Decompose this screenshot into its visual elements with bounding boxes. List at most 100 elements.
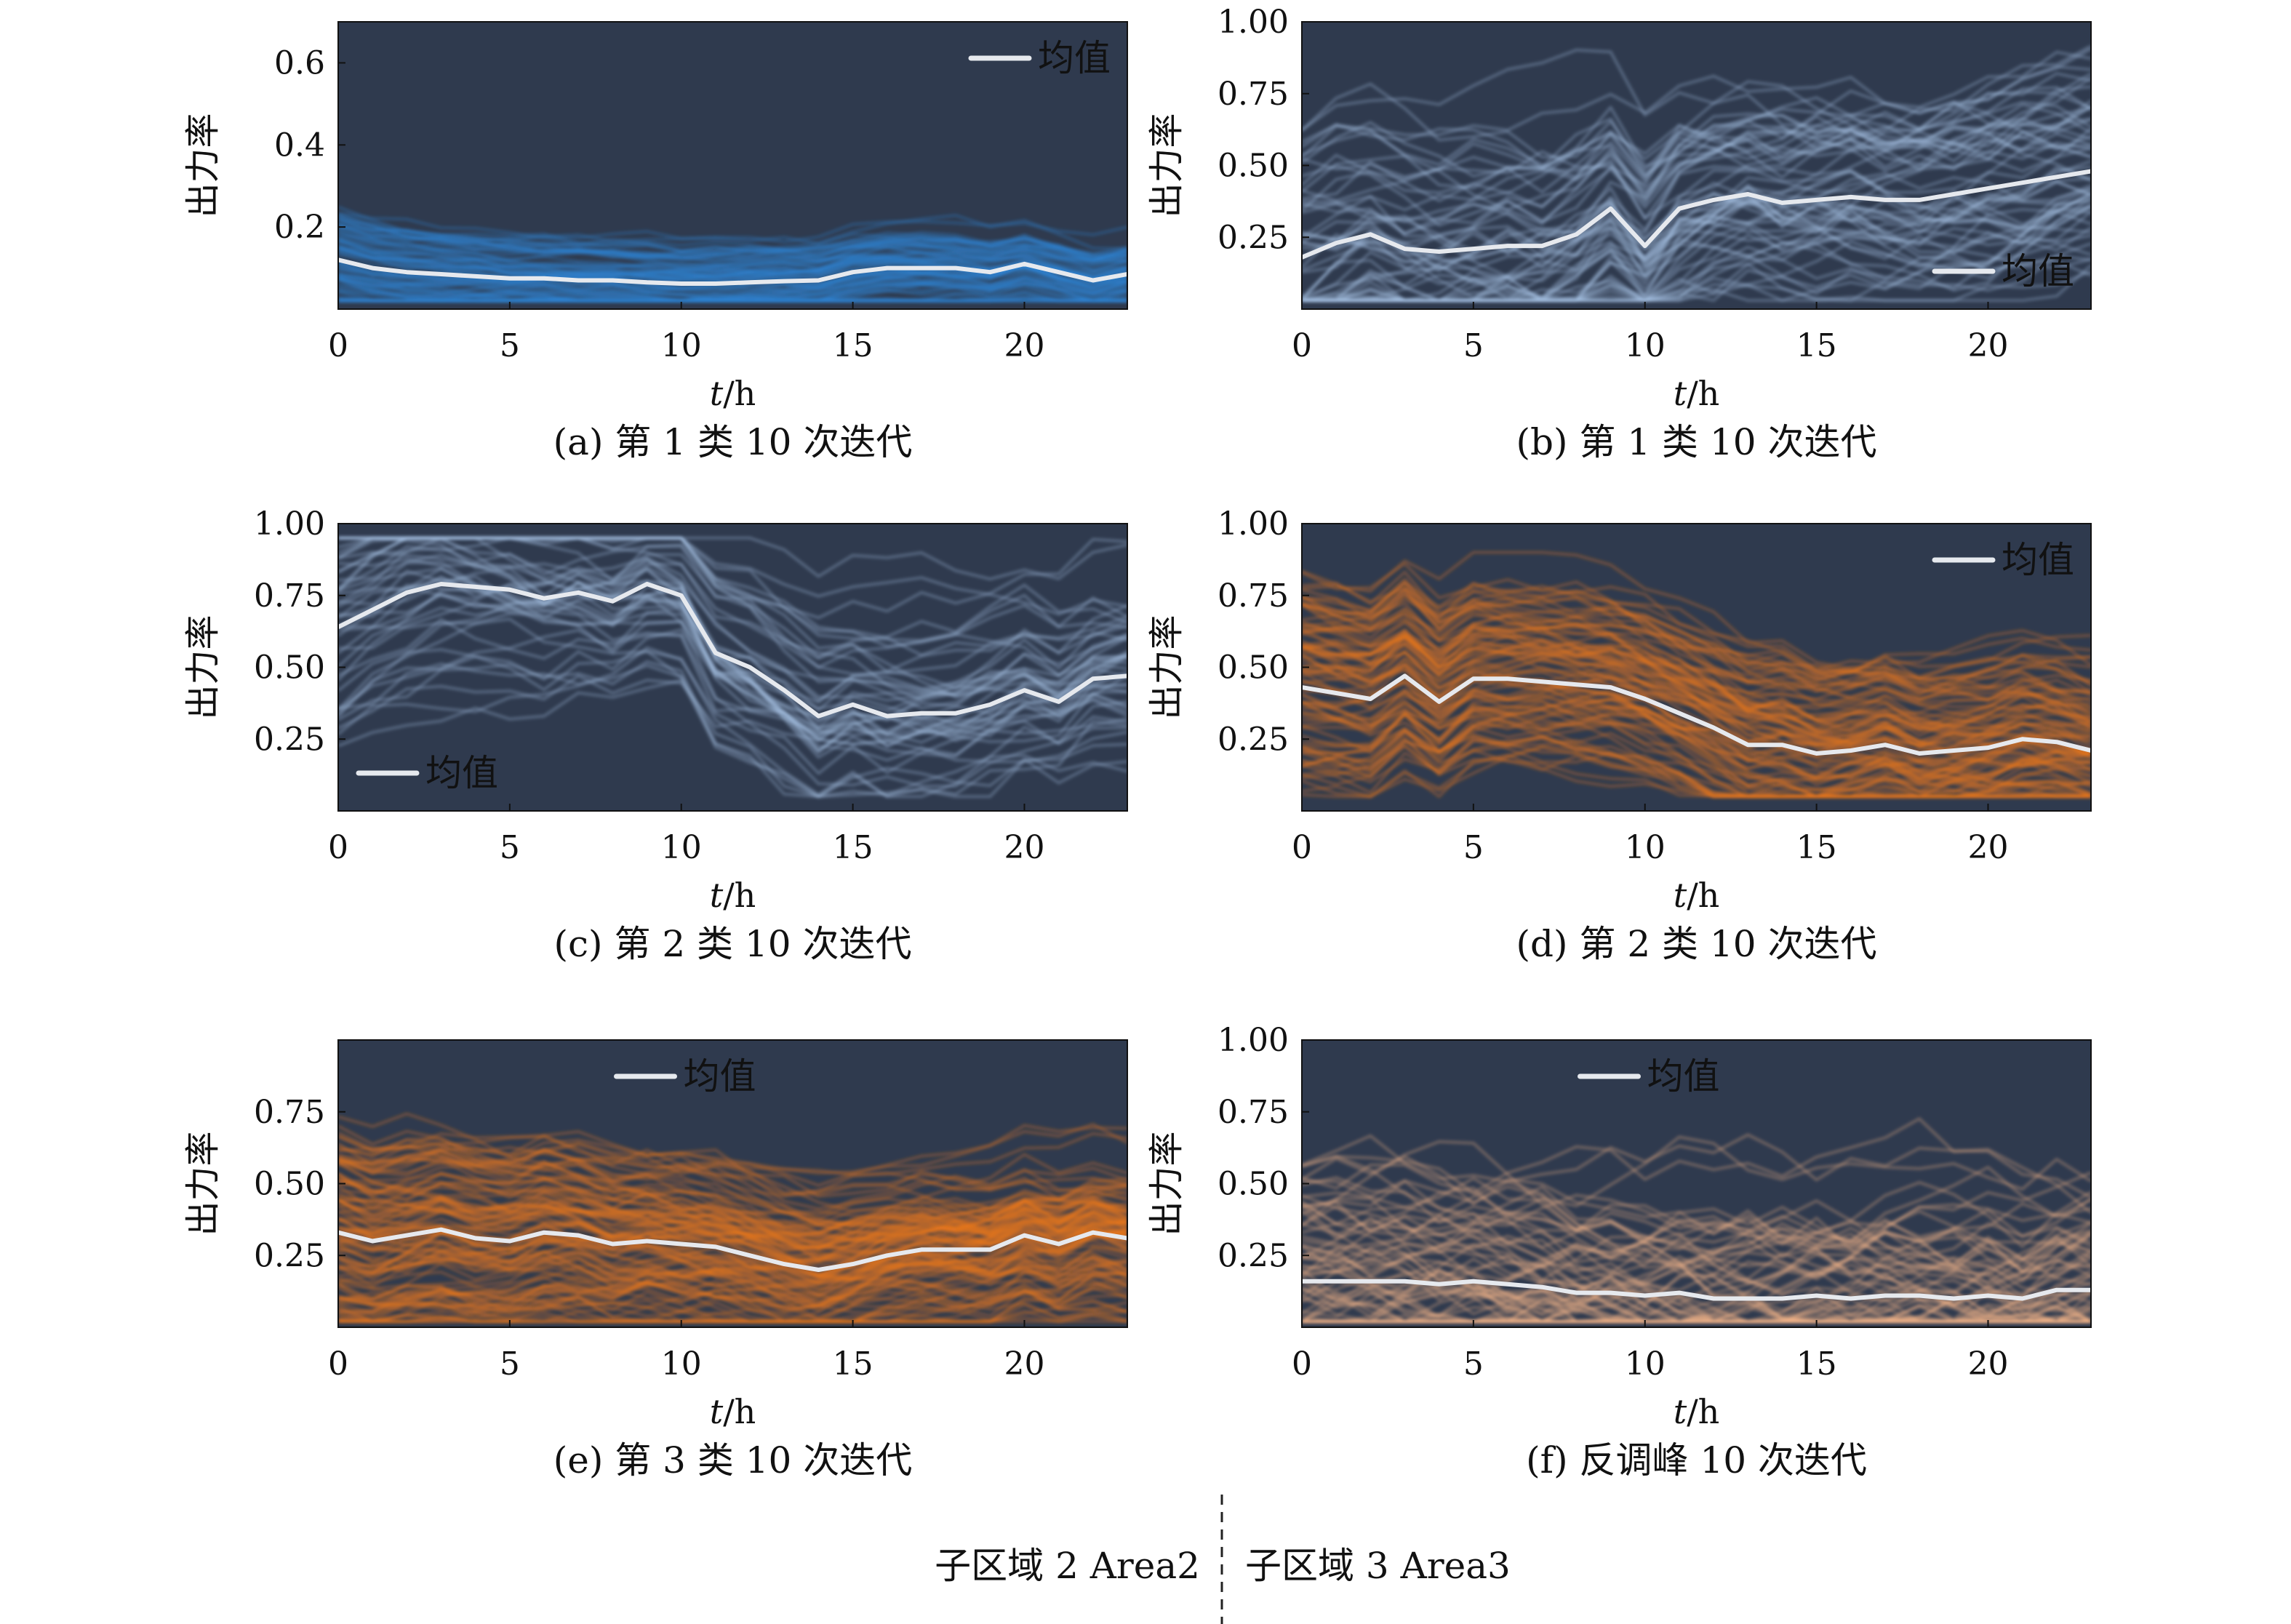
- iteration-curve: [1302, 593, 2091, 762]
- panel-caption: (a) 第 1 类 10 次迭代: [553, 421, 913, 463]
- iteration-curve: [338, 660, 1127, 799]
- x-tick-label: 20: [1967, 327, 2008, 364]
- y-tick-label: 0.75: [1218, 1094, 1289, 1131]
- legend-label: 均值: [2002, 250, 2074, 292]
- x-tick-label: 15: [833, 829, 873, 866]
- x-axis-label-variable: t: [710, 876, 724, 915]
- x-tick-label: 5: [1463, 1345, 1484, 1383]
- x-tick-label: 5: [1463, 327, 1484, 364]
- iteration-curve: [338, 1270, 1127, 1324]
- iteration-curve: [1302, 705, 2091, 797]
- x-tick-label: 0: [1292, 1345, 1312, 1383]
- iteration-curve: [1302, 620, 2091, 726]
- y-axis-label: 出力率: [1146, 615, 1187, 719]
- iteration-curve: [1302, 172, 2091, 268]
- x-tick-label: 10: [1625, 1345, 1666, 1383]
- iteration-curve: [1302, 169, 2091, 303]
- x-tick-label: 20: [1004, 829, 1044, 866]
- legend-label: 均值: [425, 752, 498, 794]
- iteration-curve: [1302, 580, 2091, 703]
- iteration-curve: [1302, 603, 2091, 689]
- x-axis-label-variable: t: [710, 1392, 724, 1431]
- legend-label: 均值: [2002, 539, 2074, 581]
- x-tick-label: 15: [1796, 327, 1837, 364]
- x-axis-label-variable: t: [1674, 1392, 1687, 1431]
- iteration-curve: [338, 1163, 1127, 1221]
- y-tick-label: 0.50: [1218, 649, 1289, 687]
- legend: 均值: [968, 37, 1111, 79]
- y-tick-label: 0.50: [1218, 1166, 1289, 1203]
- panel-caption: (e) 第 3 类 10 次迭代: [553, 1439, 913, 1481]
- y-axis-label: 出力率: [183, 615, 223, 719]
- x-tick-label: 20: [1004, 327, 1044, 364]
- chart-panel-e: 0 5 10 15 20 0.25 0.50 0.75 出力率 t/h (e) 第 3 类 10 次…: [183, 1039, 1128, 1481]
- footer-left-label: 子区域 2 Area2: [935, 1545, 1200, 1587]
- iteration-curve: [338, 1132, 1127, 1177]
- iteration-curve: [338, 1271, 1127, 1324]
- y-tick-label: 0.75: [254, 1094, 325, 1131]
- y-tick-label: 0.50: [254, 649, 325, 687]
- y-tick-label: 0.50: [1218, 148, 1289, 185]
- iteration-curve: [1302, 1117, 2091, 1215]
- x-axis-label-variable: t: [1674, 876, 1687, 915]
- iteration-curve: [338, 536, 1127, 676]
- iteration-curve: [338, 581, 1127, 744]
- iteration-curve: [338, 1204, 1127, 1241]
- iteration-curve: [1302, 1233, 2091, 1324]
- iteration-curve: [338, 1131, 1127, 1281]
- chart-panel-f: 0 5 10 15 20 0.25 0.50 0.75 1.00 出力率 t/h (f) 反调峰 10…: [1146, 1022, 2092, 1481]
- mean-line: [338, 582, 1127, 719]
- mean-line: [1302, 1279, 2091, 1301]
- curves-group: [1302, 551, 2091, 799]
- panel-caption: (f) 反调峰 10 次迭代: [1526, 1439, 1867, 1481]
- x-tick-label: 20: [1967, 829, 2008, 866]
- iteration-curve: [338, 559, 1127, 713]
- x-tick-label: 10: [1625, 327, 1666, 364]
- x-tick-label: 10: [661, 829, 702, 866]
- iteration-curve: [338, 222, 1127, 264]
- legend: 均值: [1932, 539, 2074, 581]
- chart-panel-b: 0 5 10 15 20 0.25 0.50 0.75 1.00 出力率 t/h (b) 第 1 类 …: [1146, 4, 2092, 463]
- x-axis-label-unit: /h: [723, 374, 756, 413]
- panel-caption: (b) 第 1 类 10 次迭代: [1516, 421, 1877, 463]
- x-axis-label: t/h: [1674, 876, 1720, 915]
- iteration-curve: [1302, 712, 2091, 799]
- x-tick-label: 15: [833, 327, 873, 364]
- iteration-curve: [338, 248, 1127, 282]
- y-tick-label: 1.00: [254, 505, 325, 543]
- plot-frame: [337, 21, 1128, 310]
- y-axis-label: 出力率: [183, 1131, 223, 1236]
- mean-line: [338, 257, 1127, 286]
- y-tick-label: 1.00: [1218, 1022, 1289, 1059]
- x-axis-label-unit: /h: [1687, 374, 1719, 413]
- x-tick-label: 20: [1004, 1345, 1044, 1383]
- legend: 均值: [1578, 1055, 1720, 1097]
- iteration-curve: [1302, 607, 2091, 686]
- x-axis-label: t/h: [1674, 374, 1720, 413]
- legend-label: 均值: [684, 1055, 756, 1097]
- y-tick-label: 0.75: [1218, 577, 1289, 615]
- x-tick-label: 0: [1292, 829, 1312, 866]
- iteration-curve: [338, 1185, 1127, 1220]
- iteration-curve: [1302, 48, 2091, 143]
- iteration-curve: [338, 1290, 1127, 1324]
- y-tick-label: 0.75: [1218, 76, 1289, 113]
- y-tick-label: 1.00: [1218, 505, 1289, 543]
- iteration-curve: [338, 536, 1127, 669]
- iteration-curve: [1302, 676, 2091, 799]
- iteration-curve: [1302, 665, 2091, 762]
- y-tick-label: 0.2: [274, 209, 325, 246]
- y-tick-label: 0.25: [254, 1237, 325, 1274]
- x-tick-label: 5: [500, 327, 520, 364]
- mean-line: [1302, 673, 2091, 756]
- x-axis-label: t/h: [710, 374, 756, 413]
- iteration-curve: [1302, 205, 2091, 280]
- x-axis-label-unit: /h: [1687, 876, 1719, 915]
- iteration-curve: [1302, 608, 2091, 721]
- x-axis-label-variable: t: [1674, 374, 1687, 413]
- iteration-curve: [1302, 86, 2091, 264]
- x-axis-label-unit: /h: [723, 1392, 756, 1431]
- iteration-curve: [1302, 1204, 2091, 1260]
- y-axis-label: 出力率: [183, 113, 223, 217]
